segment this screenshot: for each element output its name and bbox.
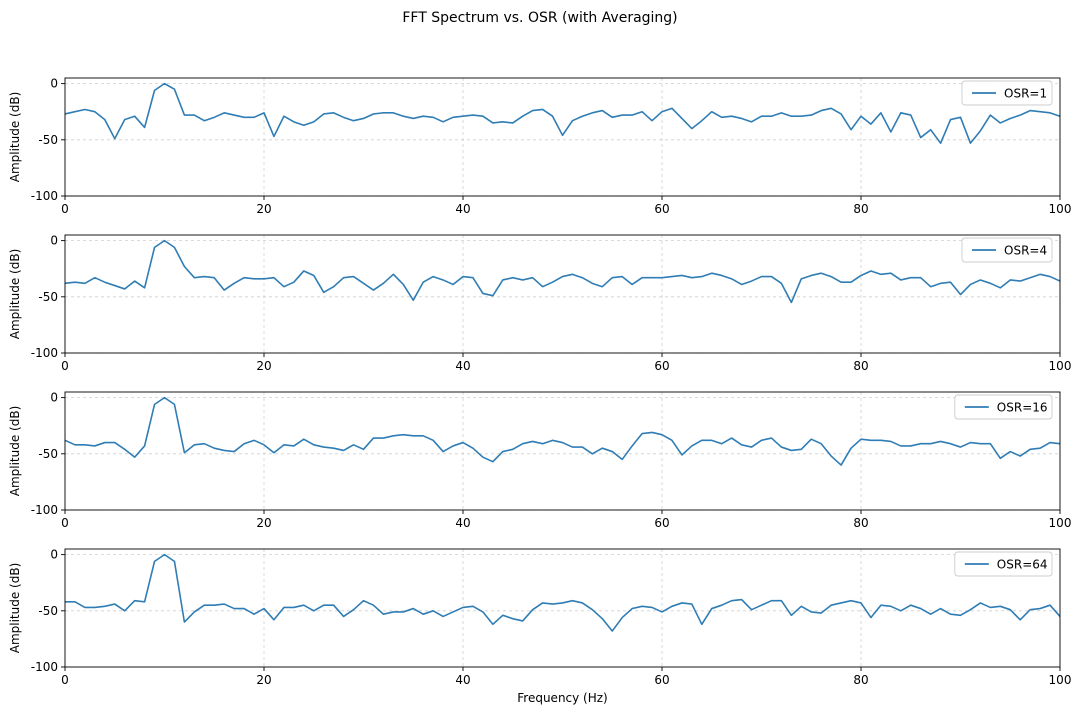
x-tick-label: 20 (256, 359, 271, 373)
series-line (64, 82, 1061, 144)
y-tick-label: -50 (38, 604, 58, 618)
x-tick-label: 60 (654, 202, 669, 216)
legend-label: OSR=1 (1004, 87, 1047, 101)
x-tick-label: 80 (853, 202, 868, 216)
subplot-1: 0 20 40 60 80 100 0 -50 -100 Amplitude (dB) OSR=1 (8, 77, 1071, 216)
y-tick-label: -100 (31, 346, 58, 360)
y-axis-label: Amplitude (dB) (8, 92, 22, 183)
y-tick-label: 0 (50, 77, 58, 91)
x-tick-label: 100 (1049, 359, 1072, 373)
plot-frame (64, 234, 1061, 354)
x-tick-label: 40 (455, 516, 470, 530)
legend: OSR=16 (954, 394, 1053, 420)
y-tick-label: -50 (38, 447, 58, 461)
x-tick-label: 20 (256, 673, 271, 687)
x-tick-label: 0 (61, 673, 69, 687)
x-tick-label: 100 (1049, 516, 1072, 530)
x-tick-label: 40 (455, 202, 470, 216)
x-tick-label: 100 (1049, 202, 1072, 216)
x-tick-label: 60 (654, 673, 669, 687)
y-axis-label: Amplitude (dB) (8, 249, 22, 340)
x-tick-label: 40 (455, 673, 470, 687)
legend: OSR=1 (961, 80, 1053, 106)
legend-box (961, 80, 1053, 106)
plot-frame (64, 391, 1061, 511)
legend-box (954, 394, 1053, 420)
y-tick-label: -100 (31, 189, 58, 203)
series-line (65, 553, 1061, 632)
series-line (64, 239, 1061, 304)
legend-label: OSR=16 (997, 401, 1048, 415)
x-tick-label: 20 (256, 516, 271, 530)
x-tick-label: 100 (1049, 673, 1072, 687)
legend-box (961, 237, 1053, 263)
x-tick-label: 80 (853, 516, 868, 530)
y-tick-label: 0 (50, 391, 58, 405)
x-tick-label: 0 (61, 516, 69, 530)
x-tick-label: 60 (654, 516, 669, 530)
y-tick-label: -50 (38, 290, 58, 304)
y-tick-label: -50 (38, 133, 58, 147)
x-tick-label: 80 (853, 673, 868, 687)
x-tick-label: 60 (654, 359, 669, 373)
x-tick-label: 0 (61, 202, 69, 216)
y-tick-label: 0 (50, 234, 58, 248)
subplot-2: 0 20 40 60 80 100 0 -50 -100 Amplitude (dB) OSR=4 (8, 234, 1071, 373)
y-axis-label: Amplitude (dB) (8, 406, 22, 497)
x-tick-label: 0 (61, 359, 69, 373)
x-tick-label: 20 (256, 202, 271, 216)
y-tick-label: -100 (31, 503, 58, 517)
x-axis-label: Frequency (Hz) (517, 691, 608, 705)
subplot-3: 0 20 40 60 80 100 0 -50 -100 Amplitude (dB) OSR=16 (8, 391, 1071, 530)
legend: OSR=4 (961, 237, 1053, 263)
legend-box (954, 551, 1053, 577)
figure-title: FFT Spectrum vs. OSR (with Averaging) (402, 10, 677, 26)
y-tick-label: -100 (31, 660, 58, 674)
x-tick-label: 40 (455, 359, 470, 373)
plot-frame (64, 548, 1061, 668)
y-axis-label: Amplitude (dB) (8, 563, 22, 654)
series-line (64, 396, 1061, 466)
subplot-4: 0 20 40 60 80 100 0 -50 -100 Amplitude (dB) Freque… (8, 548, 1071, 705)
legend: OSR=64 (954, 551, 1053, 577)
x-tick-label: 80 (853, 359, 868, 373)
legend-label: OSR=64 (997, 558, 1048, 572)
legend-label: OSR=4 (1004, 244, 1047, 258)
y-tick-label: 0 (50, 548, 58, 562)
plot-frame (64, 77, 1061, 197)
